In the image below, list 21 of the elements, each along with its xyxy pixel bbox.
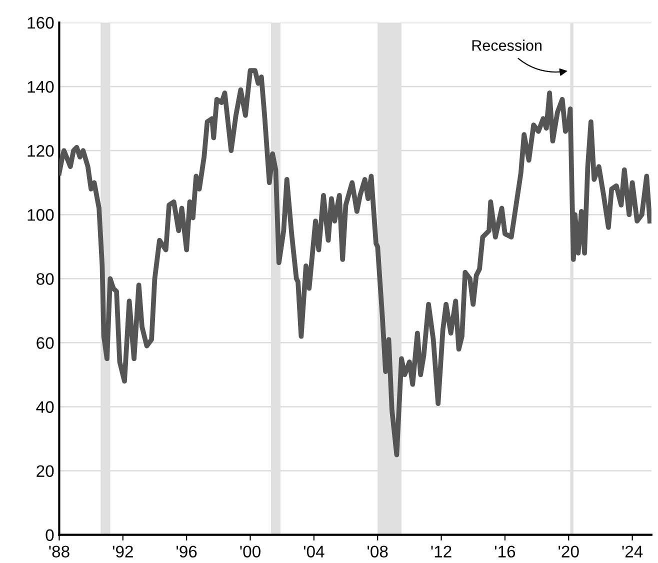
y-tick-label: 160 [28, 16, 54, 29]
x-tick-label: '08 [368, 546, 388, 558]
x-tick-label: '20 [558, 546, 579, 558]
x-tick-label: '16 [494, 546, 516, 558]
y-tick-label: 0 [46, 529, 54, 542]
y-tick-label: 80 [36, 273, 54, 285]
y-tick-label: 20 [36, 465, 54, 478]
y-tick-label: 40 [36, 401, 54, 413]
y-tick-label: 100 [28, 209, 54, 221]
x-tick-label: '96 [176, 546, 197, 558]
y-tick-label: 140 [28, 80, 54, 93]
y-tick-label: 120 [28, 145, 54, 157]
x-tick-label: '12 [431, 546, 452, 558]
x-tick-label: '04 [304, 546, 324, 558]
annotation: Recession [472, 40, 542, 51]
line-series [59, 68, 652, 458]
x-tick-label: '00 [240, 546, 260, 558]
x-tick-label: '92 [112, 546, 133, 558]
x-tick-label: '24 [622, 546, 643, 558]
x-tick-label: '88 [49, 546, 70, 558]
y-tick-label: 60 [36, 337, 54, 349]
